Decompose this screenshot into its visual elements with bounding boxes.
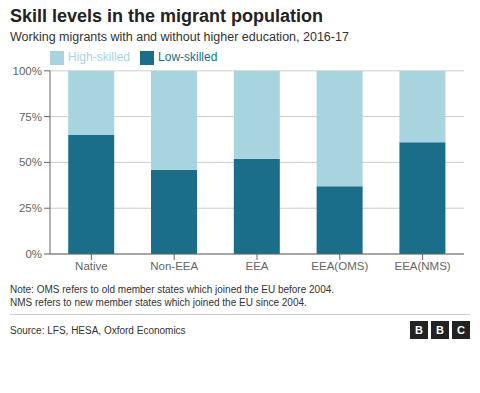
svg-text:Non-EEA: Non-EEA bbox=[150, 260, 198, 272]
html-text:Low-skilled: Low-skilled bbox=[158, 50, 218, 64]
html-text:High-skilled: High-skilled bbox=[68, 50, 130, 64]
html-text:NMS refers to new member state: NMS refers to new member states which jo… bbox=[10, 297, 307, 308]
html-text:Source: LFS, HESA, Oxford Econ: Source: LFS, HESA, Oxford Economics bbox=[10, 324, 186, 336]
svg-text:EEA: EEA bbox=[245, 260, 268, 272]
html-text:B: B bbox=[436, 324, 444, 336]
svg-text:Native: Native bbox=[75, 260, 108, 272]
html-text:C: C bbox=[457, 324, 465, 336]
html-text:B: B bbox=[415, 324, 423, 336]
html-text:Skill levels in the migrant po: Skill levels in the migrant population bbox=[10, 6, 324, 26]
svg-text:100%: 100% bbox=[13, 65, 42, 77]
svg-text:EEA(NMS): EEA(NMS) bbox=[394, 260, 450, 272]
svg-text:EEA(OMS): EEA(OMS) bbox=[311, 260, 368, 272]
svg-text:0%: 0% bbox=[25, 248, 42, 260]
svg-text:50%: 50% bbox=[19, 156, 42, 168]
html-text:Note: OMS refers to old member: Note: OMS refers to old member states wh… bbox=[10, 284, 335, 295]
html-text:Working migrants with and with: Working migrants with and without higher… bbox=[10, 30, 349, 44]
svg-text:25%: 25% bbox=[19, 202, 42, 214]
svg-text:75%: 75% bbox=[19, 111, 42, 123]
